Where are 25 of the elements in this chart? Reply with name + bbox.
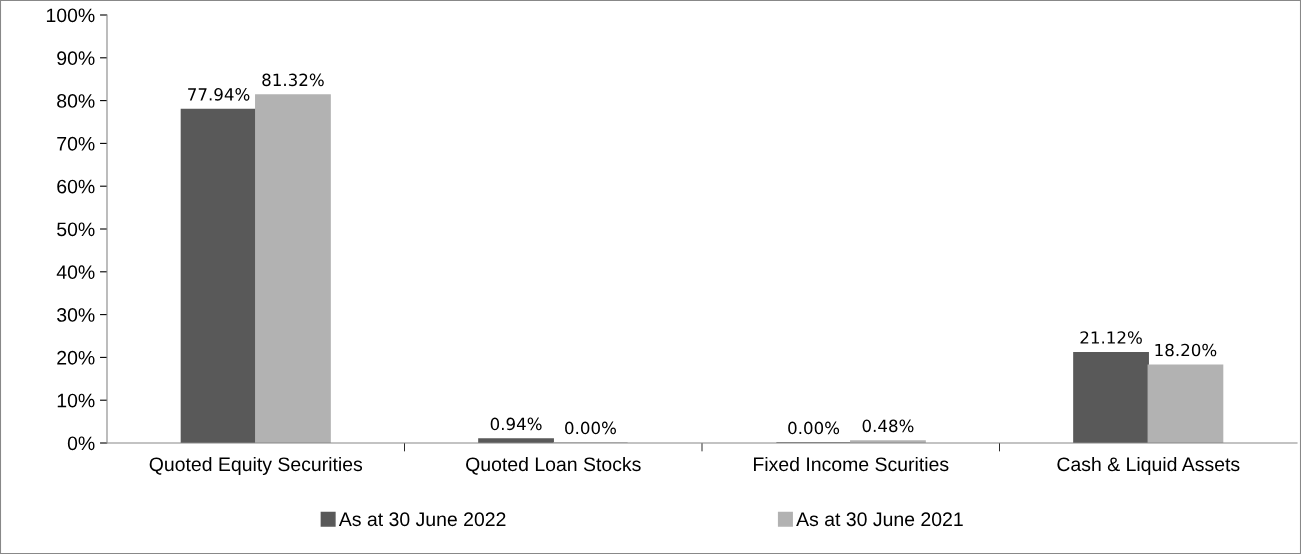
data-label: 0.00% [565, 421, 616, 435]
data-label: 21.12% [1080, 331, 1142, 344]
y-tick-label: 40% [56, 265, 95, 280]
data-label: 18.20% [1155, 343, 1217, 357]
data-label: 77.94% [188, 88, 250, 101]
y-tick-label: 50% [57, 222, 95, 237]
data-label: 0.48% [862, 419, 914, 433]
data-label: 0.94% [490, 417, 542, 431]
y-tick-label: 90% [57, 51, 95, 66]
y-tick-label: 60% [57, 179, 95, 194]
x-tick-label: Fixed Income Scurities [754, 456, 949, 472]
x-tick-label: Quoted Loan Stocks [466, 456, 641, 475]
y-tick-label: 0% [67, 436, 95, 451]
y-tick-label: 100% [46, 8, 95, 23]
y-tick-label: 80% [57, 94, 95, 108]
y-tick-label: 30% [57, 308, 95, 322]
y-tick-label: 20% [57, 350, 95, 365]
y-tick-label: 70% [57, 136, 95, 151]
x-tick-label: Cash & Liquid Assets [1057, 456, 1240, 476]
y-tick-label: 10% [57, 393, 95, 408]
legend-label: As at 30 June 2022 [338, 512, 506, 527]
legend-label: As at 30 June 2021 [796, 512, 963, 527]
data-label: 0.00% [788, 421, 840, 435]
x-tick-label: Quoted Equity Securities [149, 456, 363, 476]
data-label: 81.32% [262, 73, 324, 87]
